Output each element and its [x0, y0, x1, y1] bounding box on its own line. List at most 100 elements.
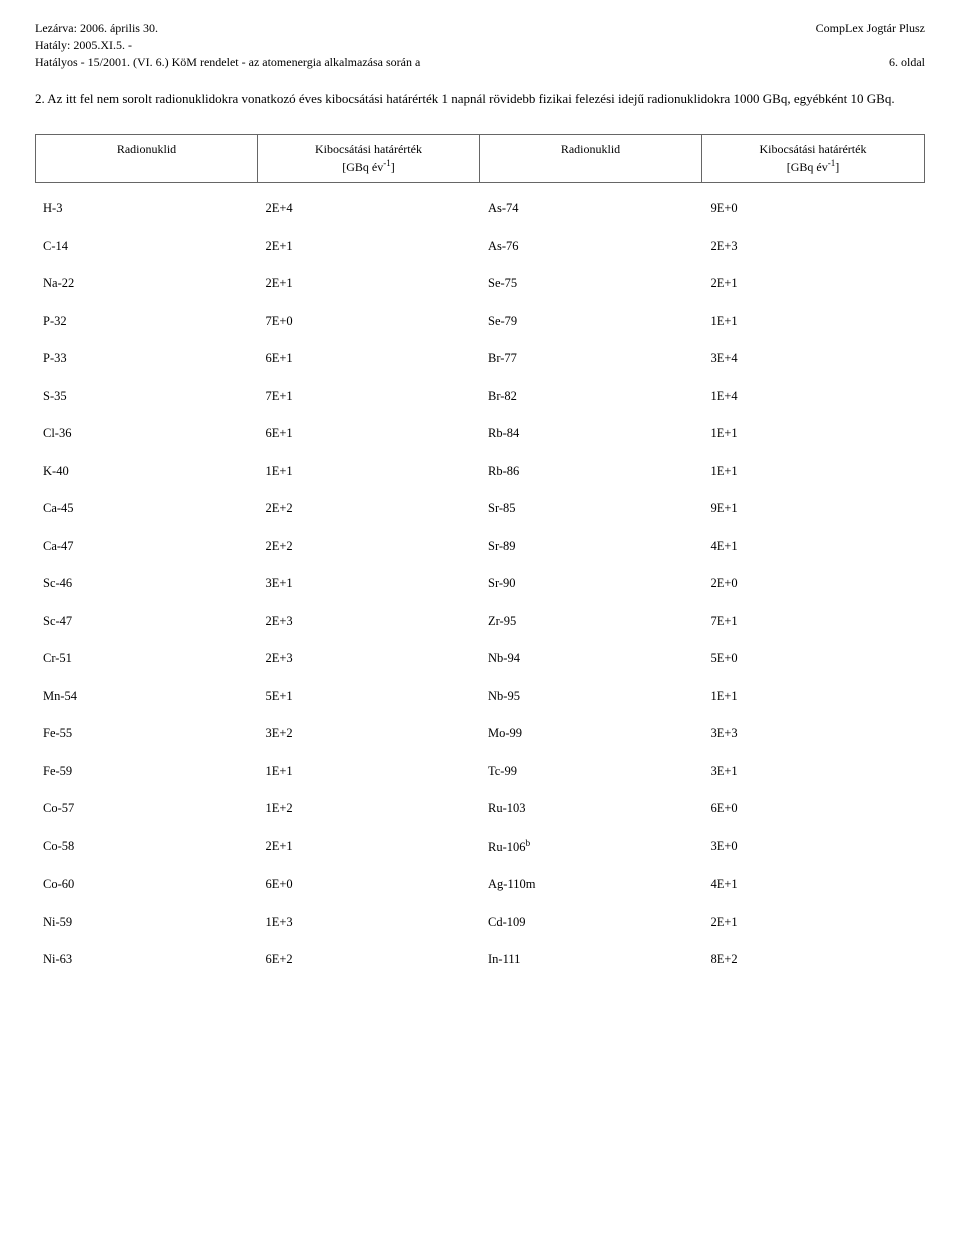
cell-value-1: 3E+1 [258, 570, 481, 598]
cell-nuclide-1: Fe-59 [35, 758, 258, 786]
cell-nuclide-1: Co-57 [35, 795, 258, 823]
cell-nuclide-2: Mo-99 [480, 720, 703, 748]
cell-value-2: 3E+4 [703, 345, 926, 373]
table-row: Sc-463E+1Sr-902E+0 [35, 570, 925, 598]
cell-nuclide-2-label: Br-82 [488, 389, 517, 403]
cell-value-1: 6E+1 [258, 420, 481, 448]
table-body: H-32E+4As-749E+0C-142E+1As-762E+3Na-222E… [35, 195, 925, 974]
cell-nuclide-2-label: Nb-94 [488, 651, 520, 665]
header-left-line1: Lezárva: 2006. április 30. [35, 20, 158, 37]
cell-value-1: 2E+3 [258, 608, 481, 636]
table-row: Cr-512E+3Nb-945E+0 [35, 645, 925, 673]
cell-nuclide-2: Br-82 [480, 383, 703, 411]
cell-value-2: 1E+4 [703, 383, 926, 411]
cell-nuclide-2: Se-79 [480, 308, 703, 336]
cell-value-1: 3E+2 [258, 720, 481, 748]
cell-nuclide-2: Nb-95 [480, 683, 703, 711]
table-row: Fe-591E+1Tc-993E+1 [35, 758, 925, 786]
table-row: P-327E+0Se-791E+1 [35, 308, 925, 336]
table-row: Ni-636E+2In-1118E+2 [35, 946, 925, 974]
cell-nuclide-1: Ni-59 [35, 909, 258, 937]
table-row: P-336E+1Br-773E+4 [35, 345, 925, 373]
col-header-radionuklid-1: Radionuklid [36, 135, 258, 183]
cell-value-2: 2E+0 [703, 570, 926, 598]
cell-nuclide-2-label: Ru-103 [488, 801, 526, 815]
cell-nuclide-2: Cd-109 [480, 909, 703, 937]
cell-value-1: 1E+3 [258, 909, 481, 937]
col-header-limit-1-unit-prefix: [GBq év [342, 160, 383, 174]
cell-value-2: 1E+1 [703, 308, 926, 336]
cell-value-2: 3E+3 [703, 720, 926, 748]
cell-nuclide-2: Sr-89 [480, 533, 703, 561]
header-left-line3: Hatályos - 15/2001. (VI. 6.) KöM rendele… [35, 54, 420, 71]
cell-nuclide-1: Sc-47 [35, 608, 258, 636]
col-header-radionuklid-2-label: Radionuklid [561, 142, 620, 156]
cell-nuclide-2-label: Ag-110m [488, 877, 535, 891]
col-header-limit-1-label: Kibocsátási határérték [315, 142, 422, 156]
cell-nuclide-2: Ru-106b [480, 833, 703, 862]
cell-value-2: 2E+1 [703, 270, 926, 298]
cell-value-2: 4E+1 [703, 533, 926, 561]
cell-value-2: 4E+1 [703, 871, 926, 899]
cell-value-2: 2E+1 [703, 909, 926, 937]
col-header-limit-2-unit-suffix: ] [835, 160, 839, 174]
table-row: S-357E+1Br-821E+4 [35, 383, 925, 411]
cell-nuclide-2: Zr-95 [480, 608, 703, 636]
cell-nuclide-2: Tc-99 [480, 758, 703, 786]
cell-nuclide-2-label: Sr-89 [488, 539, 516, 553]
cell-nuclide-2-label: Sr-85 [488, 501, 516, 515]
cell-value-2: 9E+1 [703, 495, 926, 523]
header-right-line2: 6. oldal [889, 54, 925, 71]
table-row: Ca-472E+2Sr-894E+1 [35, 533, 925, 561]
col-header-limit-2-label: Kibocsátási határérték [760, 142, 867, 156]
cell-nuclide-1: Cr-51 [35, 645, 258, 673]
cell-nuclide-2-label: As-74 [488, 201, 519, 215]
cell-nuclide-2-label: Se-75 [488, 276, 517, 290]
cell-value-1: 7E+0 [258, 308, 481, 336]
cell-value-2: 3E+1 [703, 758, 926, 786]
col-header-limit-1-unit-exp: -1 [383, 158, 391, 168]
cell-nuclide-1: Sc-46 [35, 570, 258, 598]
cell-nuclide-2: Rb-84 [480, 420, 703, 448]
cell-nuclide-1: K-40 [35, 458, 258, 486]
col-header-limit-2-unit-prefix: [GBq év [787, 160, 828, 174]
cell-nuclide-1: Fe-55 [35, 720, 258, 748]
cell-value-2: 1E+1 [703, 458, 926, 486]
cell-nuclide-2-sup: b [526, 839, 531, 849]
cell-nuclide-2: As-76 [480, 233, 703, 261]
cell-value-2: 1E+1 [703, 683, 926, 711]
table-row: K-401E+1Rb-861E+1 [35, 458, 925, 486]
cell-value-2: 6E+0 [703, 795, 926, 823]
table-row: Sc-472E+3 Zr-95 7E+1 [35, 608, 925, 636]
cell-nuclide-2: Rb-86 [480, 458, 703, 486]
cell-nuclide-2: Ag-110m [480, 871, 703, 899]
cell-value-1: 2E+1 [258, 233, 481, 261]
table-row: H-32E+4As-749E+0 [35, 195, 925, 223]
intro-paragraph: 2. Az itt fel nem sorolt radionuklidokra… [35, 90, 925, 108]
cell-value-2: 5E+0 [703, 645, 926, 673]
table-row: Co-571E+2 Ru-103 6E+0 [35, 795, 925, 823]
table-row: Cl-366E+1Rb-841E+1 [35, 420, 925, 448]
table-header-row: Radionuklid Kibocsátási határérték [GBq … [35, 134, 925, 184]
table-row: Fe-553E+2Mo-993E+3 [35, 720, 925, 748]
cell-nuclide-2-label: Zr-95 [488, 614, 516, 628]
cell-nuclide-2: In-111 [480, 946, 703, 974]
header-left-line2: Hatály: 2005.XI.5. - [35, 37, 132, 54]
cell-nuclide-2-label: Tc-99 [488, 764, 517, 778]
cell-nuclide-2: Sr-85 [480, 495, 703, 523]
cell-value-1: 1E+2 [258, 795, 481, 823]
cell-nuclide-1: Mn-54 [35, 683, 258, 711]
cell-nuclide-2: Ru-103 [480, 795, 703, 823]
cell-nuclide-1: Co-60 [35, 871, 258, 899]
cell-value-2: 7E+1 [703, 608, 926, 636]
cell-nuclide-2: Sr-90 [480, 570, 703, 598]
cell-nuclide-1: S-35 [35, 383, 258, 411]
cell-nuclide-2: Br-77 [480, 345, 703, 373]
cell-nuclide-1: H-3 [35, 195, 258, 223]
cell-nuclide-2-label: Nb-95 [488, 689, 520, 703]
cell-value-1: 6E+0 [258, 871, 481, 899]
cell-nuclide-2: Se-75 [480, 270, 703, 298]
cell-nuclide-1: Na-22 [35, 270, 258, 298]
table-row: Ni-591E+3Cd-1092E+1 [35, 909, 925, 937]
col-header-radionuklid-2: Radionuklid [480, 135, 702, 183]
